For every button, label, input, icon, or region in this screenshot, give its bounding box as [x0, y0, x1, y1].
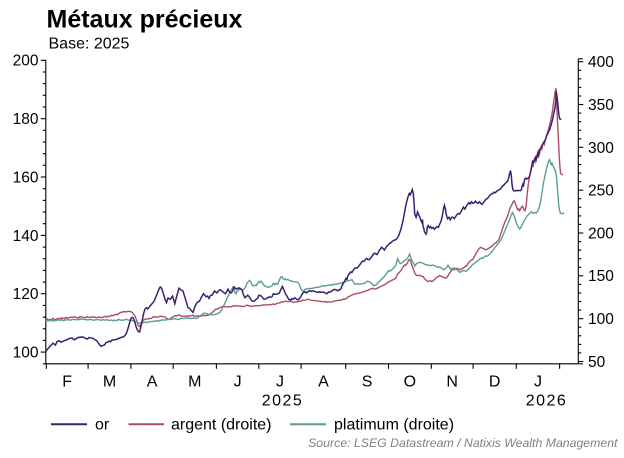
svg-text:150: 150: [588, 268, 614, 285]
svg-text:140: 140: [13, 228, 39, 245]
svg-text:2025: 2025: [262, 393, 304, 410]
svg-text:argent (droite): argent (droite): [171, 416, 272, 433]
svg-text:200: 200: [13, 53, 39, 70]
svg-text:platimum (droite): platimum (droite): [334, 416, 454, 433]
svg-text:or: or: [95, 416, 110, 433]
svg-text:S: S: [362, 373, 373, 390]
svg-text:N: N: [446, 373, 458, 390]
svg-text:O: O: [404, 373, 416, 390]
svg-text:Métaux précieux: Métaux précieux: [47, 6, 243, 34]
svg-text:D: D: [489, 373, 501, 390]
svg-text:160: 160: [13, 169, 39, 186]
svg-text:350: 350: [588, 97, 614, 114]
svg-text:J: J: [276, 373, 284, 390]
svg-text:J: J: [234, 373, 242, 390]
svg-text:2026: 2026: [526, 393, 568, 410]
svg-text:J: J: [534, 373, 542, 390]
svg-text:50: 50: [588, 354, 606, 371]
svg-text:Source: LSEG Datastream / Nati: Source: LSEG Datastream / Natixis Wealth…: [308, 436, 618, 450]
svg-text:100: 100: [588, 311, 614, 328]
svg-text:250: 250: [588, 183, 614, 200]
svg-text:120: 120: [13, 286, 39, 303]
svg-text:100: 100: [13, 345, 39, 362]
svg-text:300: 300: [588, 140, 614, 157]
svg-text:A: A: [147, 373, 158, 390]
svg-text:M: M: [188, 373, 201, 390]
svg-text:180: 180: [13, 111, 39, 128]
svg-text:200: 200: [588, 225, 614, 242]
svg-text:M: M: [103, 373, 116, 390]
svg-text:Base: 2025: Base: 2025: [49, 36, 130, 53]
svg-text:F: F: [62, 373, 72, 390]
svg-text:A: A: [318, 373, 329, 390]
svg-text:400: 400: [588, 54, 614, 71]
